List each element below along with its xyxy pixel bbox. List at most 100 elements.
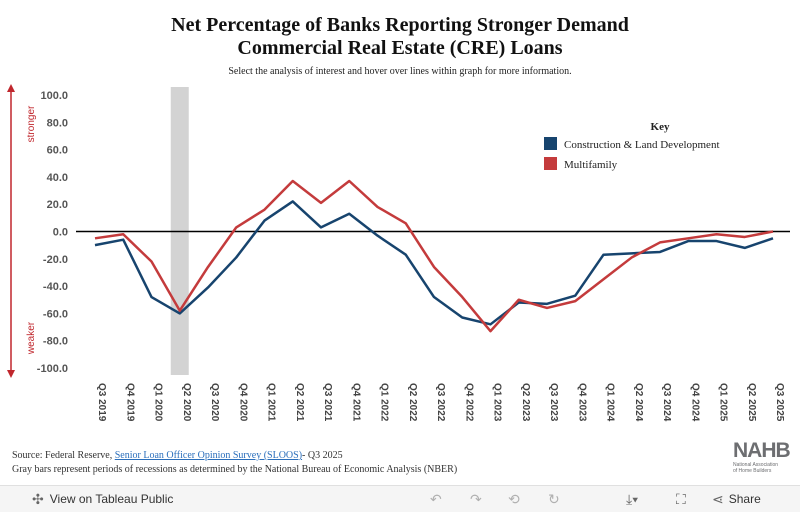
chart-subtitle: Select the analysis of interest and hove…	[228, 66, 572, 77]
x-tick-label: Q4 2020	[237, 383, 248, 422]
data-point[interactable]	[572, 298, 578, 304]
data-point[interactable]	[403, 220, 409, 226]
undo-icon: ↶	[430, 491, 442, 507]
data-point[interactable]	[318, 224, 324, 230]
data-point[interactable]	[205, 264, 211, 270]
data-point[interactable]	[742, 234, 748, 240]
data-point[interactable]	[459, 294, 465, 300]
share-label: Share	[728, 492, 761, 506]
data-point[interactable]	[346, 211, 352, 217]
data-point[interactable]	[149, 294, 155, 300]
data-point[interactable]	[403, 252, 409, 258]
x-tick-label: Q2 2022	[407, 383, 418, 422]
nahb-logo: NAHB National Association of Home Builde…	[733, 439, 797, 475]
x-tick-label: Q2 2021	[294, 383, 305, 422]
data-point[interactable]	[714, 238, 720, 244]
revert-button[interactable]: ⟲	[508, 486, 520, 512]
data-point[interactable]	[488, 328, 494, 334]
y-tick-label: -100.0	[37, 363, 68, 375]
x-tick-label: Q3 2024	[661, 383, 672, 422]
legend-swatch	[544, 137, 557, 150]
x-tick-label: Q2 2024	[633, 383, 644, 422]
data-point[interactable]	[318, 200, 324, 206]
x-tick-label: Q2 2025	[746, 383, 757, 422]
data-point[interactable]	[120, 231, 126, 237]
line-chart: 100.0 80.0 60.0 40.0 20.0 0.0 -20.0 -40.0 -60.0 -…	[7, 84, 790, 422]
redo-button[interactable]: ↷	[470, 486, 482, 512]
data-point[interactable]	[205, 284, 211, 290]
x-tick-label: Q3 2021	[322, 383, 333, 422]
data-point[interactable]	[742, 245, 748, 251]
source-prefix: Source: Federal Reserve,	[12, 450, 115, 461]
x-tick-label: Q1 2023	[492, 383, 503, 422]
y-tick-label: -20.0	[43, 254, 68, 266]
data-point[interactable]	[290, 178, 296, 184]
y-tick-label: -40.0	[43, 281, 68, 293]
data-point[interactable]	[431, 264, 437, 270]
data-point[interactable]	[770, 235, 776, 241]
recession-note: Gray bars represent periods of recession…	[12, 464, 458, 475]
data-point[interactable]	[544, 305, 550, 311]
series-line-multifamily[interactable]	[94, 179, 774, 333]
chart-title: Net Percentage of Banks Reporting Strong…	[0, 14, 800, 60]
x-tick-label: Q3 2019	[96, 383, 107, 422]
x-tick-label: Q1 2024	[605, 383, 616, 422]
x-tick-label: Q3 2023	[548, 383, 559, 422]
data-point[interactable]	[685, 235, 691, 241]
x-tick-label: Q4 2024	[689, 383, 700, 422]
x-tick-label: Q4 2019	[124, 383, 135, 422]
y-tick-label: 0.0	[53, 227, 68, 239]
x-tick-label: Q4 2021	[350, 383, 361, 422]
sloos-link[interactable]: Senior Loan Officer Opinion Survey (SLOO…	[114, 450, 303, 461]
data-point[interactable]	[516, 297, 522, 303]
data-point[interactable]	[657, 249, 663, 255]
data-point[interactable]	[92, 242, 98, 248]
x-tick-label: Q4 2022	[463, 383, 474, 422]
undo-button[interactable]: ↶	[430, 486, 442, 512]
fullscreen-button[interactable]: ⛶	[676, 486, 686, 512]
data-point[interactable]	[177, 308, 183, 314]
data-point[interactable]	[233, 254, 239, 260]
data-point[interactable]	[290, 198, 296, 204]
stronger-label: stronger	[26, 105, 37, 142]
data-point[interactable]	[488, 321, 494, 327]
data-point[interactable]	[770, 229, 776, 235]
source-note: Source: Federal Reserve, Senior Loan Off…	[12, 449, 457, 477]
data-point[interactable]	[262, 207, 268, 213]
title-line-2: Commercial Real Estate (CRE) Loans	[237, 37, 563, 59]
redo-icon: ↷	[470, 491, 482, 507]
data-point[interactable]	[149, 259, 155, 265]
data-point[interactable]	[572, 293, 578, 299]
data-point[interactable]	[375, 233, 381, 239]
fullscreen-icon: ⛶	[676, 491, 686, 507]
view-on-tableau-button[interactable]: ✣ View on Tableau Public	[32, 486, 173, 512]
series-line-construction[interactable]	[94, 200, 774, 326]
data-point[interactable]	[375, 204, 381, 210]
x-tick-label: Q2 2023	[520, 383, 531, 422]
data-point[interactable]	[629, 254, 635, 260]
data-point[interactable]	[657, 239, 663, 245]
y-tick-label: 20.0	[47, 199, 68, 211]
data-point[interactable]	[431, 294, 437, 300]
share-button[interactable]: ⋖ Share	[712, 486, 761, 512]
data-point[interactable]	[346, 178, 352, 184]
x-tick-label: Q1 2022	[379, 383, 390, 422]
refresh-button[interactable]: ↻	[548, 486, 560, 512]
data-point[interactable]	[601, 276, 607, 282]
up-arrow-icon	[7, 84, 15, 92]
title-line-1: Net Percentage of Banks Reporting Strong…	[171, 14, 629, 36]
data-point[interactable]	[459, 314, 465, 320]
refresh-icon: ↻	[548, 491, 560, 507]
data-point[interactable]	[92, 235, 98, 241]
download-button[interactable]: ⤓▾	[626, 486, 638, 512]
data-point[interactable]	[262, 218, 268, 224]
view-on-tableau-label: View on Tableau Public	[49, 492, 174, 506]
x-tick-label: Q1 2025	[718, 383, 729, 422]
legend-label: Multifamily	[564, 159, 618, 171]
y-tick-label: -80.0	[43, 336, 68, 348]
data-point[interactable]	[714, 231, 720, 237]
logo-word: NAHB	[733, 439, 791, 462]
data-point[interactable]	[601, 252, 607, 258]
data-point[interactable]	[233, 224, 239, 230]
x-tick-label: Q3 2020	[209, 383, 220, 422]
